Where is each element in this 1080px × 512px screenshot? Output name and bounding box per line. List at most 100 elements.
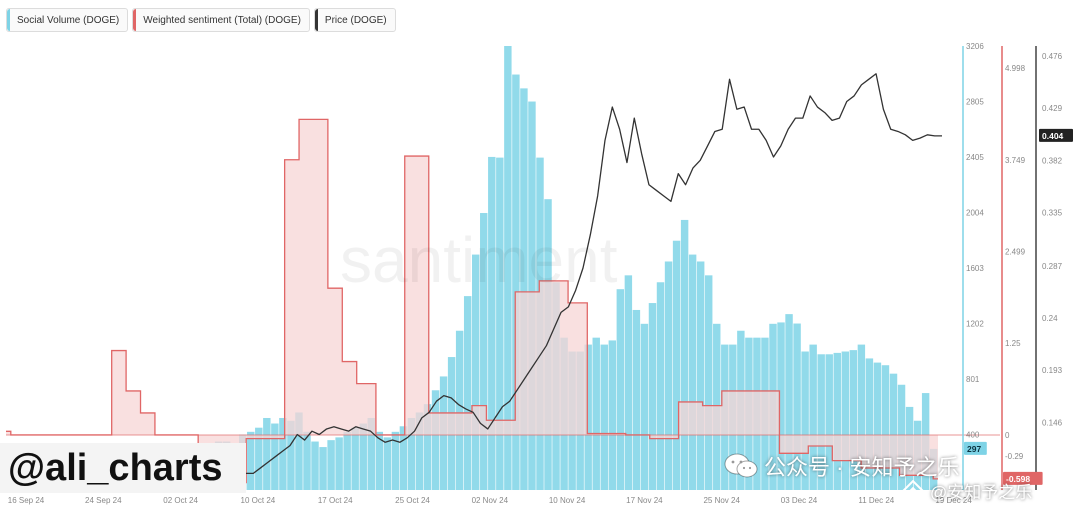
social-volume-bar (777, 322, 785, 490)
social-volume-tick-label: 400 (966, 431, 980, 440)
social-volume-bar (608, 340, 617, 490)
social-volume-bar (809, 344, 817, 490)
price-tick-label: 0.335 (1042, 209, 1063, 218)
x-tick-label: 24 Sep 24 (85, 496, 122, 505)
sentiment-tick-label: 4.998 (1005, 64, 1026, 73)
sentiment-current-badge-bg (1003, 471, 1043, 485)
price-current-badge: 0.404 (1042, 131, 1064, 141)
price-line (246, 73, 942, 474)
social-volume-bar (415, 412, 424, 490)
social-volume-bar (255, 427, 263, 490)
social-volume-bar (785, 314, 793, 490)
social-volume-bar (423, 404, 432, 490)
social-volume-bar (881, 365, 890, 490)
social-volume-bar (287, 420, 295, 490)
price-tick-label: 0.429 (1042, 104, 1063, 113)
price-swatch (314, 9, 318, 31)
social-volume-bar (857, 344, 866, 490)
social-volume-bar (801, 351, 809, 490)
social-volume-bar (303, 431, 311, 490)
social-volume-tick-label: 2004 (966, 208, 984, 217)
social-volume-tick-label: 1603 (966, 264, 984, 273)
wechat-icon (724, 453, 758, 478)
social-volume-tick-label: 2405 (966, 153, 984, 162)
social-volume-bar (247, 431, 255, 490)
social-volume-bar (295, 412, 303, 490)
social-volume-bar (889, 373, 898, 490)
social-volume-current-badge: 297 (967, 444, 981, 454)
wechat-account-label: 公众号 · 安知予之乐 (764, 455, 960, 480)
social-volume-bar (680, 219, 689, 490)
sentiment-tick-label: 2.499 (1005, 248, 1026, 257)
legend-price[interactable]: Price (DOGE) (313, 8, 396, 32)
social-volume-bar (391, 431, 400, 490)
platform-overlay: @安知予之乐 (902, 478, 1032, 503)
x-tick-label: 17 Oct 24 (318, 496, 353, 505)
social-volume-bar (263, 417, 271, 490)
price-tick-label: 0.193 (1042, 366, 1063, 375)
legend-weighted-sentiment[interactable]: Weighted sentiment (Total) (DOGE) (132, 8, 310, 32)
sentiment-tick-label: 3.749 (1005, 156, 1026, 165)
social-volume-tick-label: 3206 (966, 42, 984, 51)
social-volume-bar (688, 254, 697, 490)
x-tick-label: 11 Dec 24 (858, 496, 894, 505)
social-volume-bar (319, 447, 327, 490)
social-volume-bar (849, 350, 858, 490)
sentiment-tick-label: 0 (1005, 431, 1010, 440)
sentiment-tick-label: -0.29 (1005, 452, 1024, 461)
social-volume-bar (833, 352, 841, 490)
x-tick-label: 10 Nov 24 (549, 496, 586, 505)
legend-weighted-sentiment-label: Weighted sentiment (Total) (DOGE) (143, 14, 301, 26)
social-volume-bar (705, 275, 713, 490)
social-volume-bar (696, 261, 705, 490)
x-tick-label: 25 Oct 24 (395, 496, 430, 505)
social-volume-bar (279, 417, 287, 490)
social-volume-bar (431, 390, 440, 490)
x-tick-label: 03 Dec 24 (781, 496, 818, 505)
x-tick-label: 17 Nov 24 (626, 496, 663, 505)
social-volume-bar (455, 330, 464, 490)
social-volume-bar (488, 156, 496, 490)
social-volume-bar (648, 303, 657, 490)
sentiment-current-badge: -0.598 (1006, 474, 1030, 484)
social-volume-bar (656, 282, 665, 490)
social-volume-bar (640, 323, 649, 490)
price-tick-label: 0.146 (1042, 418, 1063, 427)
social-volume-tick-label: 1202 (966, 320, 984, 329)
social-volume-bar (351, 427, 359, 490)
social-volume-bar (407, 417, 416, 490)
social-volume-bar (496, 157, 504, 490)
legend-social-volume[interactable]: Social Volume (DOGE) (6, 8, 129, 32)
social-volume-tick-label: 2805 (966, 98, 984, 107)
social-volume-bar (841, 351, 850, 490)
social-volume-bar (472, 254, 480, 490)
x-tick-label: 10 Oct 24 (241, 496, 276, 505)
platform-handle-label: @安知予之乐 (930, 483, 1033, 502)
social-volume-bar (865, 358, 874, 490)
author-handle: @ali_charts (0, 443, 246, 493)
wechat-overlay: 公众号 · 安知予之乐 (724, 450, 960, 482)
social-volume-bar (375, 431, 384, 490)
price-tick-label: 0.287 (1042, 262, 1063, 271)
x-tick-label: 02 Oct 24 (163, 496, 198, 505)
x-tick-label: 02 Nov 24 (472, 496, 509, 505)
social-volume-bar (327, 440, 335, 490)
social-volume-bar (311, 441, 319, 490)
social-volume-bar (359, 423, 367, 490)
social-volume-bar (399, 426, 408, 490)
x-tick-label: 19 Dec 24 (935, 496, 972, 505)
social-volume-bar (592, 337, 600, 490)
social-volume-bar (520, 88, 528, 490)
legend-price-label: Price (DOGE) (324, 14, 387, 26)
social-volume-bar (616, 289, 625, 490)
social-volume-bar (584, 344, 592, 490)
x-tick-label: 25 Nov 24 (703, 496, 740, 505)
x-tick-label: 16 Sep 24 (8, 496, 45, 505)
sentiment-tick-label: 1.25 (1005, 339, 1021, 348)
legend-social-volume-label: Social Volume (DOGE) (17, 14, 120, 26)
social-volume-swatch (7, 9, 10, 31)
social-volume-bar (600, 344, 608, 490)
social-volume-tick-label: 801 (966, 375, 980, 384)
sentiment-swatch (133, 9, 137, 31)
